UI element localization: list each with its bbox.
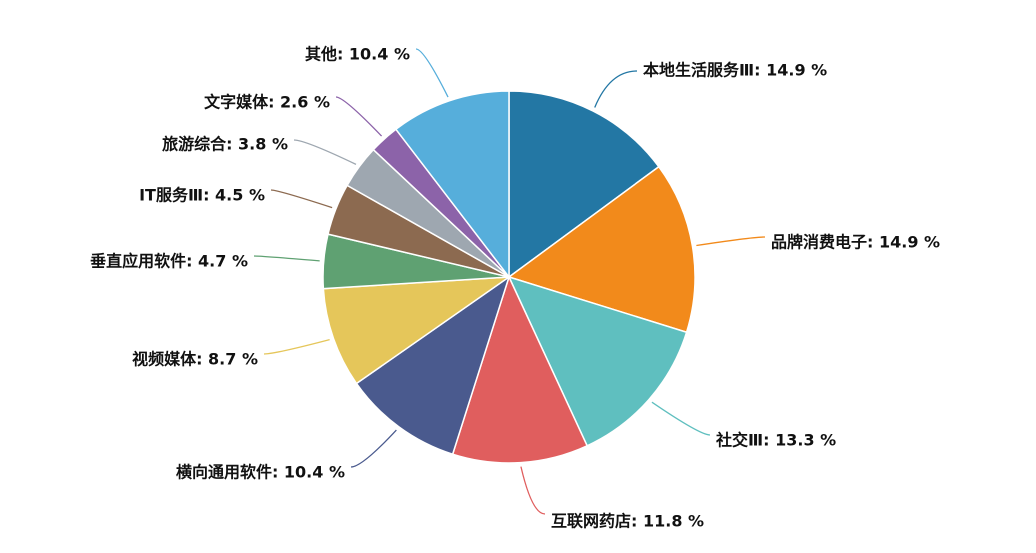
pie-slice bbox=[394, 90, 510, 280]
pie-slice bbox=[355, 275, 511, 456]
slice-label: 品牌消费电子: 14.9 % bbox=[771, 233, 940, 252]
leader-line bbox=[293, 139, 357, 165]
slice-labels: 本地生活服务Ⅲ: 14.9 % 品牌消费电子: 14.9 % 社交Ⅲ: 13.3 %… bbox=[90, 45, 940, 531]
pie-slice bbox=[322, 276, 512, 385]
slice-label: 横向通用软件: 10.4 % bbox=[176, 463, 345, 482]
leader-line bbox=[270, 189, 333, 209]
slice-label: 旅游综合: 3.8 % bbox=[162, 135, 288, 154]
pie-slice bbox=[451, 274, 589, 464]
leader-line bbox=[253, 255, 320, 262]
pie-slice bbox=[507, 275, 688, 447]
leader-lines bbox=[253, 48, 766, 515]
leader-line bbox=[415, 48, 449, 98]
slice-label: 垂直应用软件: 4.7 % bbox=[90, 252, 248, 271]
slice-label: 本地生活服务Ⅲ: 14.9 % bbox=[643, 61, 827, 80]
slice-label: 文字媒体: 2.6 % bbox=[204, 93, 330, 112]
leader-line bbox=[594, 70, 638, 108]
pie-slice bbox=[508, 90, 660, 279]
leader-line bbox=[696, 236, 766, 247]
slice-label: IT服务Ⅲ: 4.5 % bbox=[139, 186, 265, 205]
leader-line bbox=[350, 429, 397, 468]
slice-label: 其他: 10.4 % bbox=[305, 45, 410, 64]
leader-line bbox=[651, 401, 711, 436]
leader-line bbox=[520, 466, 546, 515]
slice-label: 社交Ⅲ: 13.3 % bbox=[715, 431, 836, 450]
slice-label: 视频媒体: 8.7 % bbox=[132, 350, 258, 369]
leader-line bbox=[335, 96, 383, 137]
pie-slices bbox=[322, 90, 696, 464]
leader-line bbox=[263, 339, 330, 355]
slice-label: 互联网药店: 11.8 % bbox=[551, 512, 704, 531]
